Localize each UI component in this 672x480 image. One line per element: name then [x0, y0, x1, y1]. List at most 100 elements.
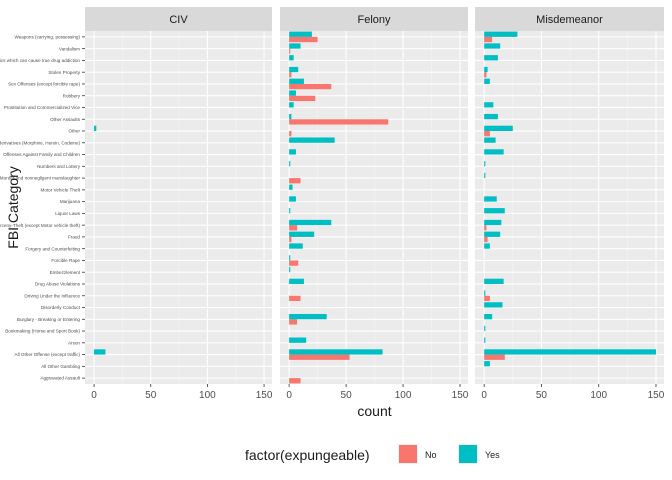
bar-yes: [289, 66, 299, 73]
y-tick-label: All Other Offense (except traffic): [15, 352, 81, 357]
legend-label-no: No: [425, 450, 437, 460]
legend-key-yes: [459, 445, 477, 463]
facet-strip-label: CIV: [169, 14, 188, 26]
y-tick-label: Fraud: [68, 235, 80, 240]
bar-yes: [484, 172, 486, 179]
bar-yes: [484, 361, 490, 367]
bar-no: [289, 295, 301, 302]
bar-yes: [289, 349, 383, 355]
y-tick-label: Motor Vehicle Theft: [41, 187, 81, 192]
bar-yes: [484, 302, 503, 308]
panel-background: [475, 31, 664, 384]
bar-yes: [289, 113, 292, 120]
bar-yes: [484, 337, 486, 343]
bar-yes: [484, 161, 486, 167]
y-tick-label: Stolen Property: [48, 70, 80, 75]
bar-yes: [94, 349, 106, 355]
bar-no: [289, 354, 350, 360]
bar-yes: [289, 278, 304, 284]
bar-yes: [289, 266, 291, 273]
bar-no: [289, 225, 298, 231]
legend-label-yes: Yes: [485, 450, 500, 460]
y-tick-label: Prostitution and Commercialized Vice: [4, 105, 81, 110]
bar-no: [289, 319, 298, 325]
y-tick-label: Liquor Laws: [55, 211, 80, 216]
bar-yes: [484, 290, 486, 296]
x-tick-label: 50: [341, 390, 353, 401]
y-tick-label: Other: [69, 129, 81, 134]
y-axis-title: FBI Category: [5, 166, 21, 248]
y-tick-label: Aggravated Assault: [40, 376, 80, 381]
x-tick-label: 100: [199, 390, 216, 401]
y-tick-label: Sex Offenses (except forcible rape): [8, 82, 80, 87]
bar-yes: [484, 137, 496, 143]
y-tick-label: Forcible Rape: [51, 258, 80, 263]
bar-no: [484, 225, 487, 231]
bar-yes: [484, 43, 501, 49]
x-tick-label: 50: [536, 390, 548, 401]
y-tick-label: Numbers and Lottery: [37, 164, 81, 169]
bar-yes: [94, 125, 97, 132]
bar-yes: [289, 196, 296, 202]
bar-no: [289, 72, 292, 78]
x-tick-label: 150: [648, 390, 665, 401]
y-tick-label: Vandalism: [59, 46, 80, 51]
bar-no: [289, 36, 318, 43]
bar-yes: [484, 243, 490, 249]
bar-yes: [289, 43, 301, 49]
bar-yes: [484, 313, 493, 320]
y-tick-label: Murder and nonnegligent manslaughter: [0, 176, 80, 181]
bar-no: [289, 83, 332, 90]
x-tick-label: 0: [481, 390, 487, 401]
bar-no: [289, 260, 299, 266]
bar-yes: [484, 78, 490, 84]
y-tick-label: Larceny-Theft (except Motor vehicle thef…: [0, 223, 80, 228]
y-tick-label: Marijuana: [60, 199, 81, 204]
bar-yes: [289, 55, 294, 61]
panel-background: [280, 31, 468, 384]
bar-yes: [484, 278, 504, 284]
bar-yes: [484, 66, 488, 73]
x-tick-label: 0: [91, 390, 97, 401]
bar-yes: [484, 31, 518, 37]
bar-yes: [484, 196, 497, 202]
y-tick-label: Drug Abuse Violations: [35, 282, 81, 287]
bar-no: [484, 236, 488, 243]
y-tick-label: Synthetic Narcotics - Manufactured Narco…: [0, 58, 80, 63]
bar-yes: [484, 325, 486, 332]
bar-yes: [484, 125, 513, 132]
bar-no: [289, 48, 291, 54]
legend-title: factor(expungeable): [245, 447, 370, 463]
facet-strip-label: Felony: [357, 14, 391, 26]
x-tick-label: 150: [452, 390, 469, 401]
bar-no: [289, 178, 301, 184]
bar-yes: [289, 78, 304, 84]
bar-no: [289, 378, 301, 384]
facet-strip: [280, 7, 468, 31]
bar-yes: [289, 219, 332, 226]
x-tick-label: 0: [286, 390, 292, 401]
y-tick-label: Burglary - Breaking or Entering: [17, 317, 81, 322]
bar-no: [289, 236, 292, 243]
bar-yes: [289, 184, 293, 190]
bar-yes: [484, 113, 498, 120]
x-tick-label: 50: [145, 390, 157, 401]
bar-yes: [289, 90, 296, 96]
bar-no: [484, 295, 490, 302]
y-tick-label: Weapons (carrying, possessing): [14, 34, 80, 39]
bar-no: [289, 95, 316, 102]
y-tick-label: Embezzlement: [50, 270, 81, 275]
y-tick-label: Other Assaults: [50, 117, 81, 122]
bar-yes: [484, 231, 501, 237]
bar-yes: [289, 161, 291, 167]
y-tick-label: Opium or Cocaine and their derivatives (…: [0, 140, 80, 145]
bar-yes: [484, 55, 498, 61]
bar-yes: [289, 337, 307, 343]
bar-yes: [484, 219, 502, 226]
legend: factor(expungeable) No Yes: [245, 444, 500, 464]
bar-no: [484, 354, 505, 360]
y-tick-label: Bookmaking (Horse and Sport Book): [5, 329, 80, 334]
bar-no: [484, 131, 490, 137]
y-tick-label: Robbery: [63, 93, 81, 98]
